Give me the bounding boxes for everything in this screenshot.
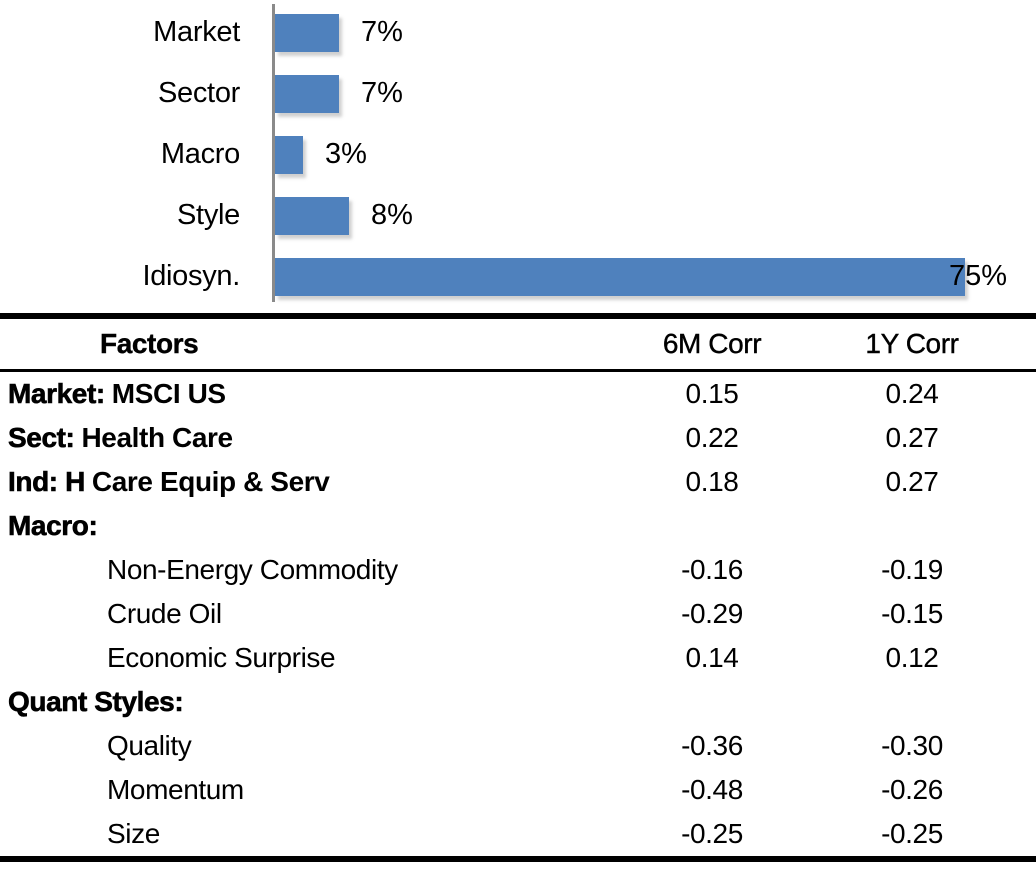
bar-value-label: 8%: [371, 199, 413, 231]
row-label: MSCI US: [111, 378, 226, 409]
cell-1y-corr: 0.12: [885, 642, 939, 673]
cell-1y-corr: -0.19: [881, 554, 943, 585]
table-row: Market: MSCI US 0.15 0.24: [0, 372, 1036, 416]
cell-1y-corr: -0.30: [881, 730, 943, 761]
cell-6m-corr: -0.48: [681, 774, 743, 805]
row-label: Economic Surprise: [107, 642, 336, 673]
bar-row-macro: Macro 3%: [0, 124, 1036, 185]
bar-value-label: 7%: [361, 77, 403, 109]
factor-correlation-table: Factors 6M Corr 1Y Corr Market: MSCI US 0…: [0, 313, 1036, 862]
cell-1y-corr: 0.27: [885, 422, 939, 453]
cell-6m-corr: 0.22: [685, 422, 739, 453]
cell-6m-corr: 0.18: [685, 466, 739, 497]
bar-value-label: 3%: [325, 138, 367, 170]
table-row: Non-Energy Commodity -0.16 -0.19: [0, 548, 1036, 592]
cell-6m-corr: -0.16: [681, 554, 743, 585]
table-row: Momentum -0.48 -0.26: [0, 768, 1036, 812]
bar-category-label: Macro: [160, 138, 240, 170]
chart-y-axis-line: [272, 4, 275, 302]
table-row: Quality -0.36 -0.30: [0, 724, 1036, 768]
bar: [275, 13, 339, 52]
bar: [275, 135, 303, 174]
cell-1y-corr: -0.15: [881, 598, 943, 629]
bar-category-label: Style: [177, 199, 240, 231]
cell-1y-corr: -0.25: [881, 818, 943, 849]
bar-category-label: Sector: [157, 77, 240, 109]
column-header-factors: Factors: [100, 328, 199, 359]
cell-6m-corr: -0.25: [681, 818, 743, 849]
bar-row-sector: Sector 7%: [0, 63, 1036, 124]
row-label: Care Equip & Serv: [91, 466, 330, 497]
cell-1y-corr: 0.24: [885, 378, 939, 409]
row-label: Health Care: [81, 422, 233, 453]
bar-value-label: 75%: [949, 260, 1008, 292]
table-row: Economic Surprise 0.14 0.12: [0, 636, 1036, 680]
table-header-row: Factors 6M Corr 1Y Corr: [0, 319, 1036, 372]
bar-row-style: Style 8%: [0, 185, 1036, 246]
row-label: Quality: [107, 730, 192, 761]
bar: [275, 74, 339, 113]
table-row: Sect: Health Care 0.22 0.27: [0, 416, 1036, 460]
cell-6m-corr: -0.29: [681, 598, 743, 629]
cell-6m-corr: 0.15: [685, 378, 739, 409]
row-label: Crude Oil: [107, 598, 222, 629]
bar-category-label: Market: [153, 16, 240, 48]
cell-1y-corr: -0.26: [881, 774, 943, 805]
table-group-row-macro: Macro:: [0, 504, 1036, 548]
column-header-1y-corr: 1Y Corr: [865, 328, 959, 359]
column-header-6m-corr: 6M Corr: [662, 328, 762, 359]
row-label-prefix: Macro:: [8, 510, 98, 541]
bar-category-label: Idiosyn.: [142, 260, 240, 292]
bar-row-market: Market 7%: [0, 2, 1036, 63]
row-label-prefix: Market:: [8, 378, 106, 409]
row-label: Size: [107, 818, 160, 849]
bar-row-idiosyncratic: Idiosyn. 75%: [0, 246, 1036, 307]
table-row: Ind: H Care Equip & Serv 0.18 0.27: [0, 460, 1036, 504]
cell-1y-corr: 0.27: [885, 466, 939, 497]
bar: [275, 257, 965, 296]
table-row: Crude Oil -0.29 -0.15: [0, 592, 1036, 636]
row-label: Non-Energy Commodity: [107, 554, 398, 585]
table-group-row-quant-styles: Quant Styles:: [0, 680, 1036, 724]
risk-decomposition-bar-chart: Market 7% Sector 7% Macro 3% Style 8% Id…: [0, 0, 1036, 311]
bar-value-label: 7%: [361, 16, 403, 48]
table-row: Size -0.25 -0.25: [0, 812, 1036, 856]
row-label-prefix: Ind: H: [8, 466, 86, 497]
row-label-prefix: Sect:: [8, 422, 75, 453]
cell-6m-corr: -0.36: [681, 730, 743, 761]
row-label-prefix: Quant Styles:: [8, 686, 184, 717]
bar: [275, 196, 349, 235]
row-label: Momentum: [107, 774, 244, 805]
cell-6m-corr: 0.14: [685, 642, 739, 673]
